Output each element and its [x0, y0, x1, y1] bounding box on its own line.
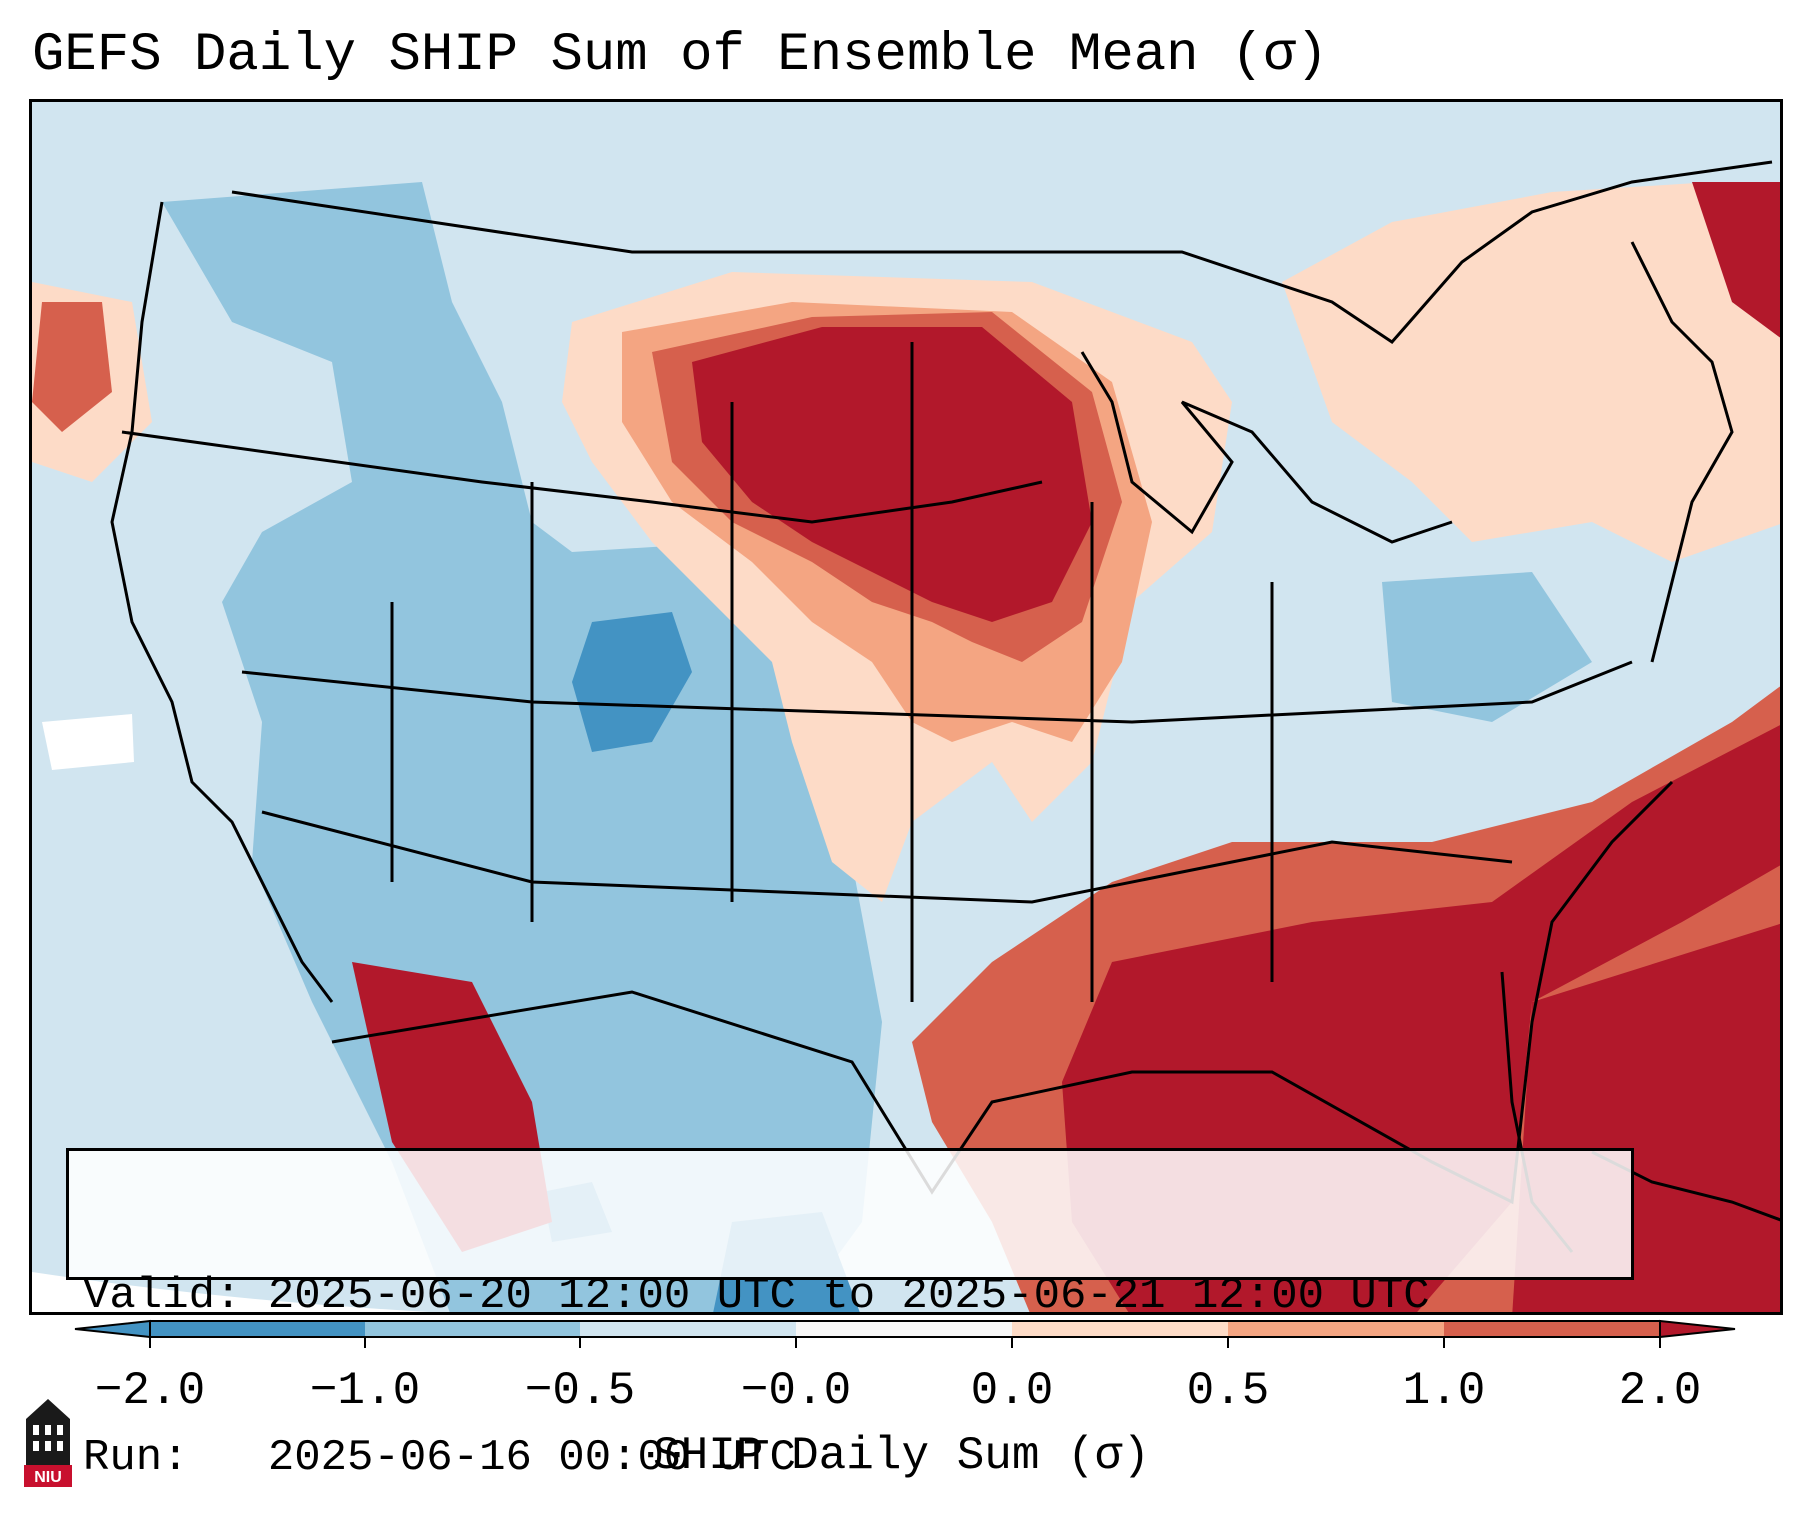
colorbar-segment [1012, 1321, 1228, 1337]
colorbar-segment [796, 1321, 1012, 1337]
chart-title: GEFS Daily SHIP Sum of Ensemble Mean (σ) [32, 25, 1329, 86]
valid-row: Valid: 2025-06-20 12:00 UTC to 2025-06-2… [83, 1269, 1631, 1323]
colorbar-extend-low [74, 1319, 151, 1339]
colorbar-extend-high [1659, 1319, 1736, 1339]
northeast-weak-positive [1282, 182, 1780, 562]
colorbar-segment [150, 1321, 365, 1337]
niu-logo: NIU [24, 1399, 72, 1487]
domain-edge [32, 1272, 430, 1312]
gulf-coast [331, 780, 1674, 1205]
colorbar [74, 1319, 1736, 1348]
us-west-coast [110, 201, 334, 1003]
northeast-coast [1630, 241, 1734, 663]
colorbar-ticks [149, 1337, 1661, 1348]
valid-value: 2025-06-20 12:00 UTC to 2025-06-21 12:00… [267, 1271, 1430, 1321]
canada-border [231, 160, 1773, 344]
colorbar-segment [1444, 1321, 1660, 1337]
anomaly-map [32, 102, 1780, 1312]
run-label: Run: [83, 1433, 189, 1483]
colorbar-segment [365, 1321, 580, 1337]
maritimes-very-strong-positive [1692, 182, 1780, 338]
colorado-strong-negative [572, 612, 692, 752]
western-negative-region [162, 182, 882, 1312]
colorbar-tick-label: −0.0 [740, 1365, 852, 1417]
colorbar-segment [580, 1321, 796, 1337]
valid-label: Valid: [83, 1271, 242, 1321]
state-line-central [241, 660, 1633, 724]
colorbar-tick-label: −2.0 [94, 1365, 206, 1417]
upper-midwest-very-strong-positive [692, 327, 1092, 622]
logo-text: NIU [34, 1469, 62, 1486]
pacific-positive-patch [32, 302, 112, 432]
colorbar-segment [1228, 1321, 1444, 1337]
colorbar-tick-label: 2.0 [1618, 1365, 1702, 1417]
great-lakes [1080, 351, 1453, 544]
colorbar-tick-label: 0.5 [1186, 1365, 1270, 1417]
appalachian-negative [1382, 572, 1592, 722]
colorbar-label: SHIP Daily Sum (σ) [653, 1430, 1150, 1482]
map-panel [29, 99, 1783, 1315]
run-value: 2025-06-16 00:00 UTC [267, 1433, 796, 1483]
colorbar-tick-label: −1.0 [309, 1365, 421, 1417]
colorbar-tick-label: 0.0 [970, 1365, 1054, 1417]
colorbar-tick-label: −0.5 [524, 1365, 636, 1417]
run-row: Run: 2025-06-16 00:00 UTC [83, 1431, 1631, 1485]
valid-run-box: Valid: 2025-06-20 12:00 UTC to 2025-06-2… [66, 1148, 1634, 1483]
missing-data-patch [42, 714, 134, 770]
colorbar-tick-label: 1.0 [1402, 1365, 1486, 1417]
state-line-south [261, 810, 1513, 904]
